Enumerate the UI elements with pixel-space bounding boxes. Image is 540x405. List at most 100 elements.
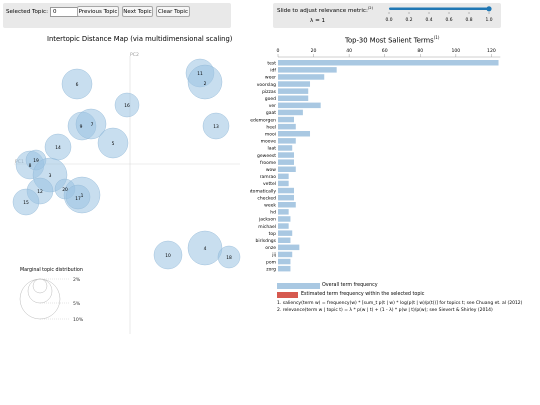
intertopic-map[interactable]: PC2 PC1 6 11 2 16 13 9 7 5 14 8 19 3 bbox=[0, 44, 248, 334]
term-bar-zorg[interactable] bbox=[278, 265, 291, 272]
term-bar-gaat[interactable] bbox=[278, 109, 303, 116]
term-label-moove[interactable]: moove bbox=[261, 140, 277, 145]
term-bar-heel[interactable] bbox=[278, 123, 296, 130]
term-bar-onze[interactable] bbox=[278, 244, 300, 251]
term-label-pom[interactable]: pom bbox=[266, 260, 276, 265]
term-label-goedemorgen[interactable]: goedemorgen bbox=[250, 117, 276, 123]
topic-circle-15[interactable] bbox=[12, 188, 40, 216]
term-label-automatically[interactable]: automatically bbox=[250, 188, 276, 194]
term-bar-week[interactable] bbox=[278, 202, 296, 208]
term-bar-pizzas[interactable] bbox=[278, 88, 309, 94]
topic-label-18: 18 bbox=[226, 255, 232, 261]
term-label-geweest[interactable]: geweest bbox=[257, 153, 276, 159]
term-label-michael[interactable]: michael bbox=[258, 224, 276, 230]
selected-topic-input[interactable] bbox=[50, 7, 79, 17]
topic-circle-4[interactable] bbox=[187, 230, 223, 266]
topic-circle-5[interactable] bbox=[97, 127, 129, 159]
slider-tick-label: 1.0 bbox=[486, 17, 493, 23]
term-bar-automatically[interactable] bbox=[278, 187, 295, 194]
term-bar-geweest[interactable] bbox=[278, 152, 295, 158]
term-label-test[interactable]: test bbox=[267, 61, 276, 67]
term-label-gaat[interactable]: gaat bbox=[266, 110, 276, 116]
term-bar-wow[interactable] bbox=[278, 166, 296, 173]
topic-label-11: 11 bbox=[197, 71, 203, 77]
topic-label-8: 8 bbox=[29, 163, 32, 169]
topic-circle-18[interactable] bbox=[217, 245, 241, 269]
lambda-label: λ = 1 bbox=[310, 18, 326, 24]
estimated-frequency-swatch bbox=[277, 292, 298, 298]
topic-circle-16[interactable] bbox=[114, 92, 140, 118]
term-bar-goedemorgen[interactable] bbox=[278, 116, 295, 123]
term-bar-vettel[interactable] bbox=[278, 180, 289, 187]
term-label-jackson[interactable]: jackson bbox=[258, 217, 276, 223]
term-bar-michael[interactable] bbox=[278, 223, 289, 229]
estimated-frequency-label: Estimated term frequency within the sele… bbox=[301, 292, 425, 297]
previous-topic-button[interactable]: Previous Topic bbox=[77, 6, 119, 17]
term-label-weer[interactable]: weer bbox=[265, 75, 276, 81]
topic-circle-2[interactable] bbox=[187, 64, 223, 100]
topic-circle-7[interactable] bbox=[75, 108, 107, 140]
term-bar-voorslag[interactable] bbox=[278, 81, 311, 87]
term-bar-jackson[interactable] bbox=[278, 216, 291, 222]
slider-tick-label: 0.4 bbox=[426, 17, 433, 23]
relevance-slider[interactable]: 0.0 0.2 0.4 0.6 0.8 1.0 bbox=[381, 3, 501, 28]
next-topic-button[interactable]: Next Topic bbox=[122, 6, 153, 17]
topic-circle-17[interactable] bbox=[65, 184, 91, 210]
term-bar-hd[interactable] bbox=[278, 209, 289, 215]
topic-label-7: 7 bbox=[91, 122, 94, 128]
term-label-ramrao[interactable]: ramrao bbox=[260, 174, 277, 180]
clear-topic-button[interactable]: Clear Topic bbox=[156, 6, 190, 17]
salient-terms-chart[interactable]: 0 20 40 60 80 100 120 testidfweervoorslagpizzas… bbox=[250, 44, 510, 276]
selected-topic-label: Selected Topic: bbox=[6, 9, 48, 15]
term-label-ver[interactable]: ver bbox=[269, 103, 276, 109]
term-bar-birlsdngs[interactable] bbox=[278, 237, 291, 244]
term-bar-top[interactable] bbox=[278, 230, 293, 236]
term-bar-test[interactable] bbox=[278, 60, 499, 66]
term-label-vettel[interactable]: vettel bbox=[263, 181, 276, 187]
marginal-circle-10 bbox=[19, 278, 61, 320]
term-label-heel[interactable]: heel bbox=[266, 124, 276, 130]
term-label-wow[interactable]: wow bbox=[266, 168, 276, 173]
term-bar-pom[interactable] bbox=[278, 258, 291, 265]
term-label-voorslag[interactable]: voorslag bbox=[257, 82, 276, 88]
term-bar-idf[interactable] bbox=[278, 67, 337, 73]
term-label-idf[interactable]: idf bbox=[270, 68, 276, 74]
term-label-checked[interactable]: checked bbox=[257, 195, 276, 201]
term-label-pizzas[interactable]: pizzas bbox=[262, 89, 277, 95]
term-label-goed[interactable]: goed bbox=[265, 96, 276, 102]
topic-circle-13[interactable] bbox=[202, 112, 230, 140]
term-bar-ver[interactable] bbox=[278, 102, 321, 109]
topic-label-1: 1 bbox=[81, 193, 84, 199]
topic-label-2: 2 bbox=[204, 81, 207, 87]
term-label-top[interactable]: top bbox=[269, 231, 277, 237]
term-label-jij[interactable]: jij bbox=[271, 252, 276, 258]
slider-handle[interactable] bbox=[486, 6, 492, 12]
term-label-laat[interactable]: laat bbox=[267, 146, 276, 152]
term-bar-laat[interactable] bbox=[278, 145, 293, 151]
intertopic-map-title: Intertopic Distance Map (via multidimens… bbox=[47, 35, 233, 43]
slider-ticks: 0.0 0.2 0.4 0.6 0.8 1.0 bbox=[386, 12, 493, 23]
term-label-birlsdngs[interactable]: birlsdngs bbox=[256, 238, 277, 244]
term-bar-froome[interactable] bbox=[278, 159, 295, 165]
term-bar-mooi[interactable] bbox=[278, 131, 311, 137]
x-tick-label: 40 bbox=[346, 48, 352, 54]
topic-label-10: 10 bbox=[165, 253, 171, 259]
topic-circle-10[interactable] bbox=[153, 240, 183, 270]
topic-label-15: 15 bbox=[23, 200, 29, 206]
term-label-zorg[interactable]: zorg bbox=[266, 266, 276, 272]
term-label-mooi[interactable]: mooi bbox=[265, 132, 276, 138]
topic-circle-6[interactable] bbox=[61, 68, 93, 100]
marginal-label-10: 10% bbox=[73, 317, 84, 323]
term-bar-ramrao[interactable] bbox=[278, 173, 289, 180]
term-label-froome[interactable]: froome bbox=[260, 160, 276, 166]
term-label-onze[interactable]: onze bbox=[265, 246, 276, 251]
x-tick-label: 60 bbox=[382, 48, 388, 54]
term-bar-moove[interactable] bbox=[278, 138, 296, 144]
topic-label-3: 3 bbox=[49, 173, 52, 179]
term-bar-goed[interactable] bbox=[278, 95, 309, 102]
term-bar-checked[interactable] bbox=[278, 194, 295, 201]
term-bar-weer[interactable] bbox=[278, 74, 325, 80]
term-bar-jij[interactable] bbox=[278, 251, 293, 258]
term-label-hd[interactable]: hd bbox=[270, 210, 276, 216]
term-label-week[interactable]: week bbox=[264, 203, 276, 209]
